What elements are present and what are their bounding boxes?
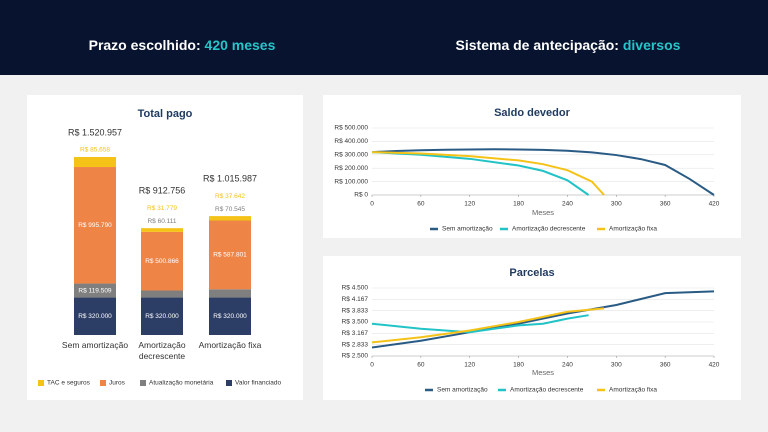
line <box>371 148 715 196</box>
bar-segment <box>74 283 116 298</box>
category-label: Amortização decrescente <box>138 340 186 361</box>
legend-label: Atualização monetária <box>149 380 214 387</box>
legend-label: Amortização fixa <box>609 226 657 233</box>
category-label: Amortização fixa <box>198 340 262 350</box>
bar-segment <box>141 228 183 232</box>
panel <box>323 95 741 238</box>
legend-swatch <box>38 380 44 386</box>
system-label: Sistema de antecipação: <box>455 37 619 53</box>
bar-segment <box>141 290 183 298</box>
bar-segment <box>209 220 251 290</box>
y-tick-label: R$ 500.000 <box>334 125 368 132</box>
value-label: R$ 320.000 <box>78 313 112 320</box>
y-tick-label: R$ 200.000 <box>334 165 368 172</box>
x-tick-label: 300 <box>611 201 622 208</box>
y-tick-label: R$ 400.000 <box>334 138 368 145</box>
legend-label: TAC e seguros <box>47 380 91 387</box>
legend-label: Juros <box>109 380 126 387</box>
value-label: R$ 995.790 <box>78 222 112 229</box>
x-tick-label: 120 <box>464 201 475 208</box>
y-tick-label: R$ 4.500 <box>342 285 369 292</box>
line <box>371 314 589 334</box>
legend-label: Amortização fixa <box>609 387 657 394</box>
bar-segment <box>74 297 116 335</box>
term-value: 420 meses <box>204 37 276 53</box>
chart-title: Total pago <box>138 108 193 120</box>
x-axis-label: Meses <box>532 208 554 217</box>
term-label: Prazo escolhido: <box>88 37 201 53</box>
x-tick-label: 60 <box>417 362 425 369</box>
x-tick-label: 420 <box>709 362 720 369</box>
y-tick-label: R$ 3.500 <box>342 319 369 326</box>
bar-segment <box>74 167 116 284</box>
bar-segment <box>209 297 251 335</box>
category-label: Sem amortização <box>61 340 129 350</box>
x-tick-label: 120 <box>464 362 475 369</box>
total-label: R$ 1.015.987 <box>203 173 257 183</box>
x-tick-label: 360 <box>660 201 671 208</box>
term-info: Prazo escolhido: 420 meses <box>32 37 332 53</box>
panel <box>323 256 741 400</box>
y-tick-label: R$ 100.000 <box>334 178 368 185</box>
value-label: R$ 320.000 <box>213 313 247 320</box>
chart-title: Parcelas <box>509 267 554 279</box>
x-tick-label: 240 <box>562 201 573 208</box>
bar-segment <box>209 216 251 221</box>
legend-label: Sem amortização <box>437 387 488 394</box>
legend-swatch <box>140 380 146 386</box>
x-tick-label: 180 <box>513 362 524 369</box>
x-tick-label: 300 <box>611 362 622 369</box>
legend-swatch <box>226 380 232 386</box>
line <box>371 290 715 349</box>
y-tick-label: R$ 4.167 <box>342 296 369 303</box>
value-label: R$ 587.801 <box>213 252 247 259</box>
value-label: R$ 70.545 <box>215 206 245 213</box>
legend-swatch <box>100 380 106 386</box>
bar-segment <box>74 157 116 168</box>
legend-label: Sem amortização <box>442 226 493 233</box>
value-label: R$ 37.642 <box>215 193 245 200</box>
total-label: R$ 912.756 <box>139 186 186 196</box>
legend-label: Amortização decrescente <box>512 226 586 233</box>
x-tick-label: 240 <box>562 362 573 369</box>
y-tick-label: R$ 2.500 <box>342 353 369 360</box>
system-value: diversos <box>622 37 681 53</box>
header: Prazo escolhido: 420 meses Sistema de an… <box>0 0 768 75</box>
x-tick-label: 420 <box>709 201 720 208</box>
y-tick-label: R$ 0 <box>354 192 368 199</box>
value-label: R$ 85.658 <box>80 147 110 154</box>
total-label: R$ 1.520.957 <box>68 127 122 137</box>
y-tick-label: R$ 300.000 <box>334 152 368 159</box>
bar-segment <box>141 297 183 335</box>
system-info: Sistema de antecipação: diversos <box>418 37 718 53</box>
y-tick-label: R$ 3.167 <box>342 330 369 337</box>
legend-label: Valor financiado <box>235 380 282 387</box>
value-label: R$ 320.000 <box>145 313 179 320</box>
value-label: R$ 119.509 <box>78 287 112 294</box>
x-tick-label: 0 <box>370 201 374 208</box>
bar-segment <box>141 231 183 291</box>
value-label: R$ 500.866 <box>145 258 179 265</box>
line <box>371 151 590 196</box>
y-tick-label: R$ 2.833 <box>342 341 369 348</box>
value-label: R$ 31.779 <box>147 205 177 212</box>
line <box>371 151 605 196</box>
x-tick-label: 0 <box>370 362 374 369</box>
x-tick-label: 180 <box>513 201 524 208</box>
line <box>371 307 605 344</box>
bar-segment <box>209 289 251 298</box>
chart-title: Saldo devedor <box>494 107 571 119</box>
legend-label: Amortização decrescente <box>510 387 584 394</box>
x-axis-label: Meses <box>532 368 554 377</box>
y-tick-label: R$ 3.833 <box>342 307 369 314</box>
value-label: R$ 60.111 <box>147 218 176 225</box>
x-tick-label: 60 <box>417 201 425 208</box>
x-tick-label: 360 <box>660 362 671 369</box>
